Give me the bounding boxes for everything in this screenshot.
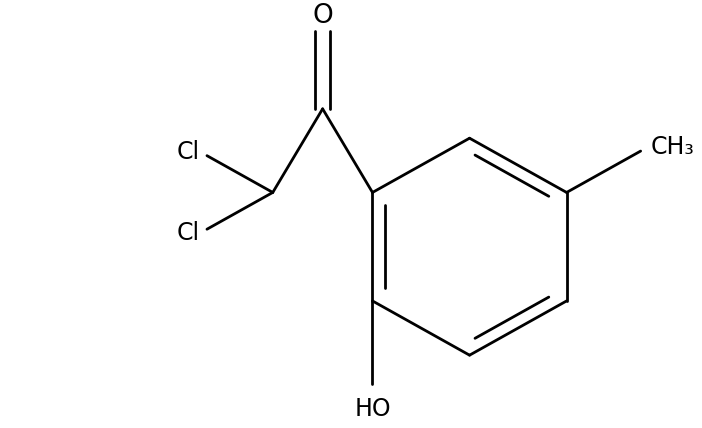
Text: Cl: Cl [176,221,199,245]
Text: Cl: Cl [176,140,199,164]
Text: O: O [312,3,333,29]
Text: HO: HO [355,397,391,421]
Text: CH₃: CH₃ [650,135,694,159]
